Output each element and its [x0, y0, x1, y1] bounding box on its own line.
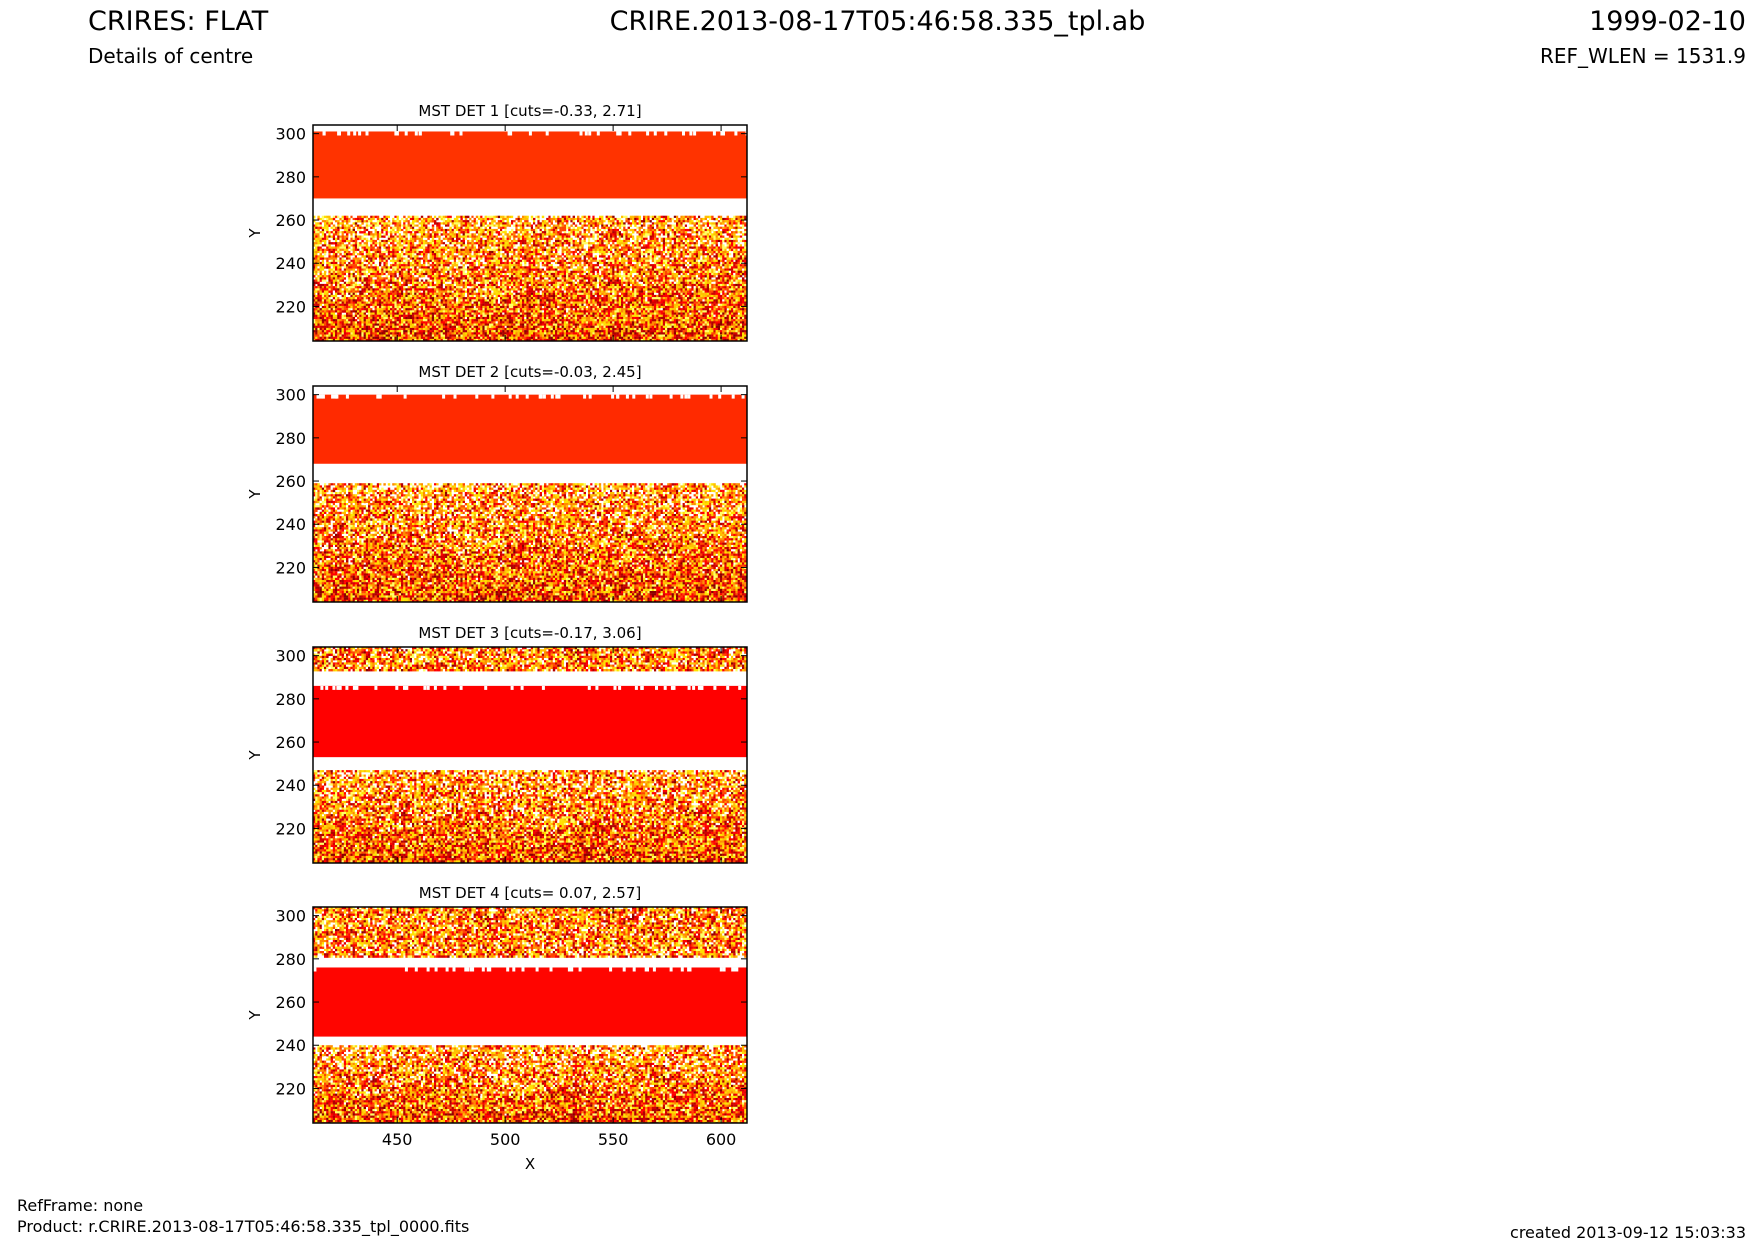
file-name-title: CRIRE.2013-08-17T05:46:58.335_tpl.ab — [0, 6, 1755, 37]
y-axis-label: Y — [246, 1010, 264, 1021]
page-title: CRIRES: FLAT — [88, 6, 268, 37]
panel-det-2: MST DET 2 [cuts=-0.03, 2.45] 220 240 260 280… — [246, 363, 748, 603]
y-tick-label: 280 — [275, 950, 306, 969]
y-tick-label: 260 — [275, 733, 306, 752]
ref-wlen-label: REF_WLEN = 1531.9 — [1540, 44, 1746, 68]
product-label: Product: r.CRIRE.2013-08-17T05:46:58.335… — [17, 1217, 469, 1236]
date-title: 1999-02-10 — [1589, 6, 1746, 37]
y-tick-label: 220 — [275, 819, 306, 838]
bright-band — [313, 685, 747, 758]
panel-det-3: MST DET 3 [cuts=-0.17, 3.06] 220 240 260 280… — [246, 624, 748, 864]
y-tick-label: 240 — [275, 254, 306, 273]
y-tick-label: 260 — [275, 993, 306, 1012]
y-tick-label: 240 — [275, 776, 306, 795]
plot-frame — [312, 124, 748, 342]
y-tick-label: 300 — [275, 386, 306, 405]
bright-band — [313, 394, 747, 464]
x-tick-label: 500 — [490, 1130, 521, 1149]
plot-frame — [312, 646, 748, 864]
panel-title: MST DET 1 [cuts=-0.33, 2.71] — [418, 102, 641, 120]
y-axis-label: Y — [246, 228, 264, 239]
panel-title: MST DET 3 [cuts=-0.17, 3.06] — [418, 624, 641, 642]
heatmap-image — [313, 647, 747, 863]
y-tick-label: 260 — [275, 472, 306, 491]
bright-band — [313, 131, 747, 199]
plot-frame — [312, 906, 748, 1124]
panel-det-1: MST DET 1 [cuts=-0.33, 2.71] 220 240 260 280… — [246, 102, 748, 342]
refframe-label: RefFrame: none — [17, 1196, 143, 1215]
y-tick-label: 240 — [275, 1036, 306, 1055]
y-tick-label: 300 — [275, 647, 306, 666]
y-tick-label: 280 — [275, 429, 306, 448]
y-tick-label: 220 — [275, 297, 306, 316]
x-tick-label: 600 — [706, 1130, 737, 1149]
panel-title: MST DET 2 [cuts=-0.03, 2.45] — [418, 363, 641, 381]
heatmap-image — [313, 386, 747, 602]
panel-title: MST DET 4 [cuts= 0.07, 2.57] — [419, 884, 642, 902]
y-tick-label: 220 — [275, 1079, 306, 1098]
bright-band — [313, 967, 747, 1037]
plot-frame — [312, 385, 748, 603]
created-label: created 2013-09-12 15:03:33 — [1510, 1223, 1746, 1242]
y-tick-label: 240 — [275, 515, 306, 534]
heatmap-image — [313, 907, 747, 1123]
panel-det-4: MST DET 4 [cuts= 0.07, 2.57] 220 240 260 280… — [246, 884, 748, 1173]
y-tick-label: 260 — [275, 211, 306, 230]
y-tick-label: 280 — [275, 690, 306, 709]
y-axis-label: Y — [246, 489, 264, 500]
y-axis-label: Y — [246, 750, 264, 761]
x-tick-label: 550 — [598, 1130, 629, 1149]
page-subtitle: Details of centre — [88, 44, 253, 68]
heatmap-image — [313, 125, 747, 341]
x-axis-label: X — [525, 1155, 535, 1173]
y-tick-label: 280 — [275, 168, 306, 187]
y-tick-label: 300 — [275, 907, 306, 926]
y-tick-label: 300 — [275, 125, 306, 144]
y-tick-label: 220 — [275, 558, 306, 577]
x-tick-label: 450 — [382, 1130, 413, 1149]
